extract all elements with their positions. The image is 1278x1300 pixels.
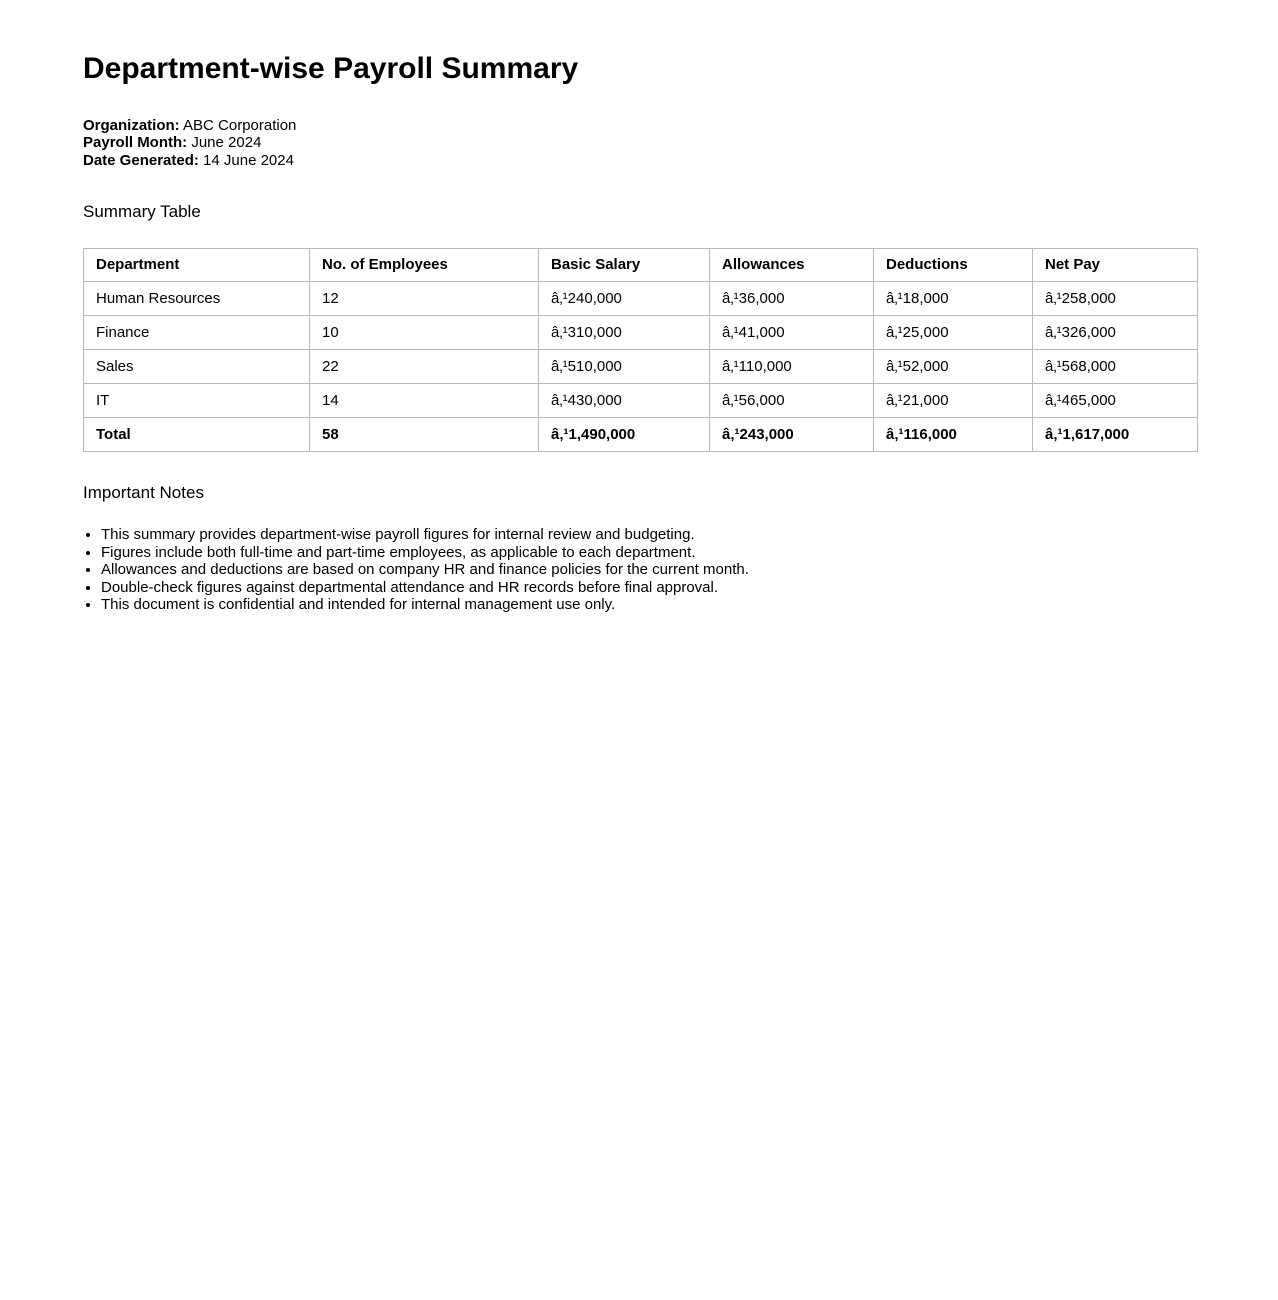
column-header-employees: No. of Employees — [309, 247, 539, 282]
important-notes-heading: Important Notes — [83, 482, 204, 502]
cell-basic-salary: â‚¹510,000 — [538, 348, 710, 384]
cell-basic-salary: â‚¹310,000 — [538, 314, 710, 350]
cell-net-pay: â‚¹258,000 — [1032, 280, 1198, 316]
cell-total-label: Total — [83, 416, 310, 452]
cell-total-basic-salary: â‚¹1,490,000 — [538, 416, 710, 452]
cell-employees: 10 — [309, 314, 539, 350]
cell-total-deductions: â‚¹116,000 — [873, 416, 1033, 452]
meta-organization: Organization: ABC Corporation — [83, 117, 1196, 135]
cell-employees: 22 — [309, 348, 539, 384]
cell-deductions: â‚¹52,000 — [873, 348, 1033, 384]
payroll-summary-table: Department No. of Employees Basic Salary… — [83, 247, 1198, 452]
cell-deductions: â‚¹25,000 — [873, 314, 1033, 350]
cell-department: Human Resources — [83, 280, 310, 316]
table-row-it: IT 14 â‚¹430,000 â‚¹56,000 â‚¹21,000 â‚¹… — [83, 382, 1198, 418]
cell-net-pay: â‚¹465,000 — [1032, 382, 1198, 418]
table-total-row: Total 58 â‚¹1,490,000 â‚¹243,000 â‚¹116,… — [83, 416, 1198, 452]
meta-payroll-month: Payroll Month: June 2024 — [83, 134, 1196, 152]
cell-department: IT — [83, 382, 310, 418]
table-body: Human Resources 12 â‚¹240,000 â‚¹36,000 … — [83, 280, 1198, 452]
cell-basic-salary: â‚¹240,000 — [538, 280, 710, 316]
meta-date-generated-value: 14 June 2024 — [203, 151, 294, 169]
notes-list: This summary provides department-wise pa… — [83, 526, 1196, 614]
column-header-basic-salary: Basic Salary — [538, 247, 710, 282]
cell-allowances: â‚¹41,000 — [709, 314, 874, 350]
cell-net-pay: â‚¹326,000 — [1032, 314, 1198, 350]
note-item: This document is confidential and intend… — [101, 596, 1196, 614]
page-title: Department-wise Payroll Summary — [83, 52, 579, 85]
cell-allowances: â‚¹110,000 — [709, 348, 874, 384]
meta-organization-value: ABC Corporation — [183, 116, 297, 134]
cell-net-pay: â‚¹568,000 — [1032, 348, 1198, 384]
document-meta: Organization: ABC Corporation Payroll Mo… — [83, 117, 1196, 170]
meta-date-generated-label: Date Generated: — [83, 151, 199, 169]
note-item: Allowances and deductions are based on c… — [101, 561, 1196, 579]
cell-total-employees: 58 — [309, 416, 539, 452]
summary-table-heading: Summary Table — [83, 202, 201, 221]
note-item: Figures include both full-time and part-… — [101, 544, 1196, 562]
cell-department: Finance — [83, 314, 310, 350]
cell-employees: 14 — [309, 382, 539, 418]
cell-deductions: â‚¹18,000 — [873, 280, 1033, 316]
table-row-human-resources: Human Resources 12 â‚¹240,000 â‚¹36,000 … — [83, 280, 1198, 316]
cell-basic-salary: â‚¹430,000 — [538, 382, 710, 418]
table-header: Department No. of Employees Basic Salary… — [83, 247, 1198, 282]
meta-organization-label: Organization: — [83, 116, 180, 134]
table-header-row: Department No. of Employees Basic Salary… — [83, 247, 1198, 282]
table-row-sales: Sales 22 â‚¹510,000 â‚¹110,000 â‚¹52,000… — [83, 348, 1198, 384]
meta-date-generated: Date Generated: 14 June 2024 — [83, 152, 1196, 170]
column-header-net-pay: Net Pay — [1032, 247, 1198, 282]
column-header-deductions: Deductions — [873, 247, 1033, 282]
cell-allowances: â‚¹56,000 — [709, 382, 874, 418]
cell-total-allowances: â‚¹243,000 — [709, 416, 874, 452]
meta-payroll-month-label: Payroll Month: — [83, 134, 188, 151]
meta-payroll-month-value: June 2024 — [191, 134, 262, 151]
column-header-allowances: Allowances — [709, 247, 874, 282]
column-header-department: Department — [83, 247, 310, 282]
cell-deductions: â‚¹21,000 — [873, 382, 1033, 418]
cell-allowances: â‚¹36,000 — [709, 280, 874, 316]
note-item: This summary provides department-wise pa… — [101, 526, 1196, 544]
note-item: Double-check figures against departmenta… — [101, 579, 1196, 597]
cell-employees: 12 — [309, 280, 539, 316]
cell-total-net-pay: â‚¹1,617,000 — [1032, 416, 1198, 452]
cell-department: Sales — [83, 348, 310, 384]
table-row-finance: Finance 10 â‚¹310,000 â‚¹41,000 â‚¹25,00… — [83, 314, 1198, 350]
